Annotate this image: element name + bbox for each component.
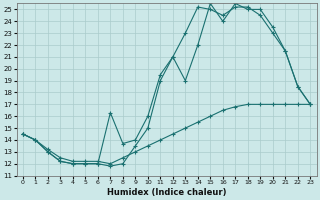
X-axis label: Humidex (Indice chaleur): Humidex (Indice chaleur): [107, 188, 226, 197]
